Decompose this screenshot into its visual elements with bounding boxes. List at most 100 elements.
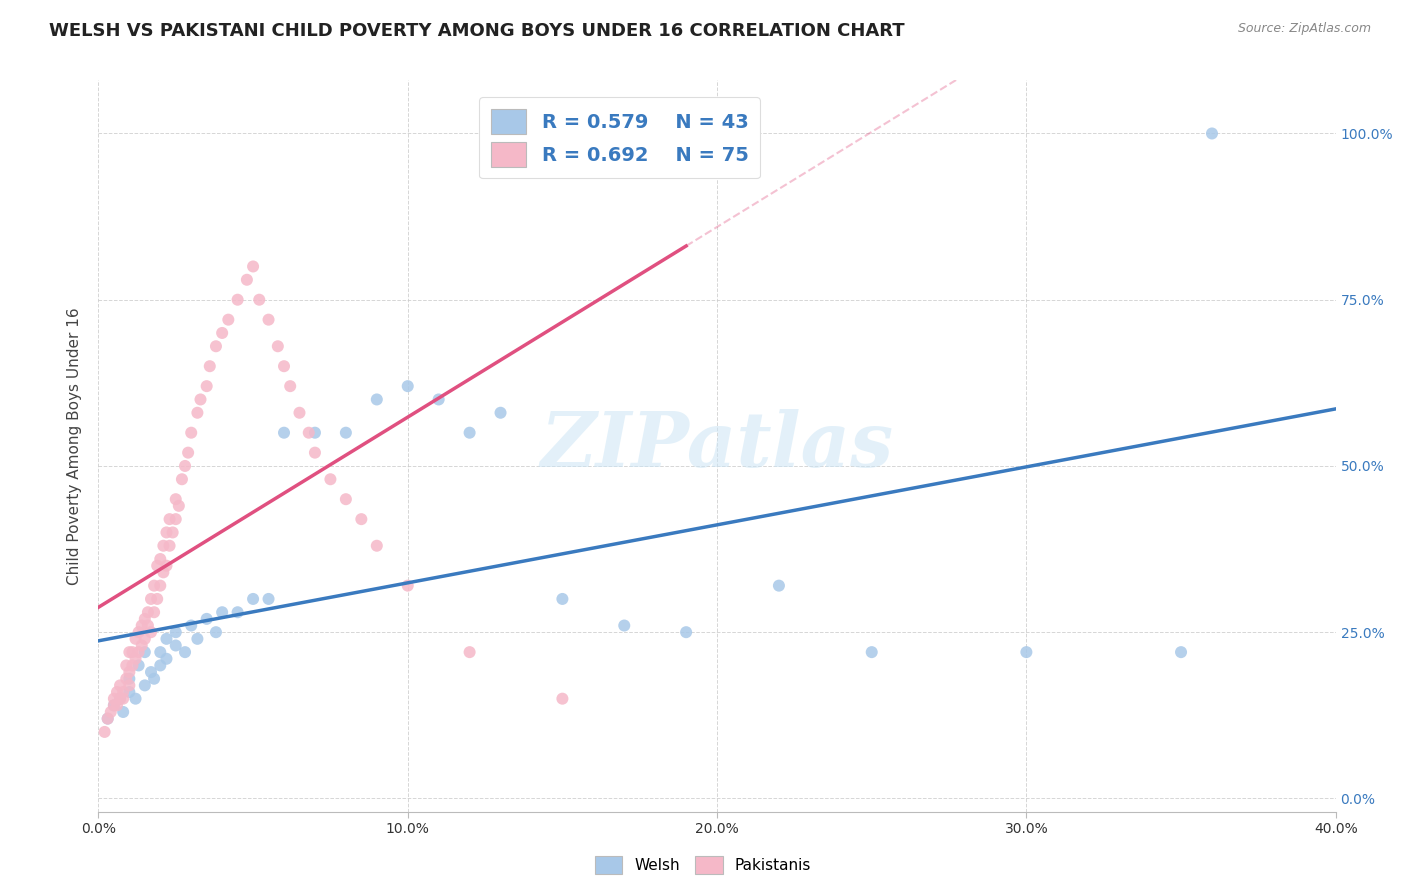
Point — [155, 558, 177, 573]
Point — [118, 678, 141, 692]
Point — [155, 525, 177, 540]
Point — [159, 512, 181, 526]
Point — [288, 406, 311, 420]
Point — [134, 632, 156, 646]
Point — [165, 492, 187, 507]
Point — [860, 645, 883, 659]
Point — [139, 591, 162, 606]
Point — [124, 691, 146, 706]
Point — [112, 685, 135, 699]
Text: WELSH VS PAKISTANI CHILD POVERTY AMONG BOYS UNDER 16 CORRELATION CHART: WELSH VS PAKISTANI CHILD POVERTY AMONG B… — [49, 22, 905, 40]
Point — [134, 678, 156, 692]
Point — [143, 605, 166, 619]
Text: ZIPatlas: ZIPatlas — [540, 409, 894, 483]
Point — [180, 618, 202, 632]
Text: Source: ZipAtlas.com: Source: ZipAtlas.com — [1237, 22, 1371, 36]
Point — [149, 645, 172, 659]
Point — [103, 698, 125, 713]
Point — [1201, 127, 1223, 141]
Point — [211, 326, 233, 340]
Legend: Welsh, Pakistanis: Welsh, Pakistanis — [589, 850, 817, 880]
Point — [121, 645, 143, 659]
Point — [149, 579, 172, 593]
Point — [186, 406, 208, 420]
Point — [97, 712, 120, 726]
Point — [105, 685, 128, 699]
Point — [177, 445, 200, 459]
Point — [278, 379, 301, 393]
Point — [335, 492, 357, 507]
Point — [118, 685, 141, 699]
Point — [159, 539, 181, 553]
Point — [115, 658, 138, 673]
Point — [217, 312, 239, 326]
Point — [165, 639, 187, 653]
Point — [155, 652, 177, 666]
Point — [211, 605, 233, 619]
Point — [136, 618, 159, 632]
Point — [108, 691, 131, 706]
Point — [100, 705, 122, 719]
Point — [105, 698, 128, 713]
Point — [112, 705, 135, 719]
Point — [675, 625, 697, 640]
Point — [93, 725, 115, 739]
Point — [396, 379, 419, 393]
Point — [128, 645, 150, 659]
Point — [174, 645, 197, 659]
Point — [167, 499, 190, 513]
Point — [124, 632, 146, 646]
Point — [97, 712, 120, 726]
Point — [134, 645, 156, 659]
Point — [118, 645, 141, 659]
Point — [273, 359, 295, 374]
Point — [768, 579, 790, 593]
Point — [1015, 645, 1038, 659]
Point — [155, 632, 177, 646]
Point — [190, 392, 212, 407]
Point — [489, 406, 512, 420]
Point — [273, 425, 295, 440]
Point — [128, 625, 150, 640]
Legend: R = 0.579    N = 43, R = 0.692    N = 75: R = 0.579 N = 43, R = 0.692 N = 75 — [479, 97, 761, 178]
Point — [146, 558, 169, 573]
Point — [226, 605, 249, 619]
Point — [103, 691, 125, 706]
Point — [458, 645, 481, 659]
Point — [257, 591, 280, 606]
Point — [396, 579, 419, 593]
Point — [108, 691, 131, 706]
Point — [247, 293, 270, 307]
Point — [613, 618, 636, 632]
Point — [319, 472, 342, 486]
Point — [257, 312, 280, 326]
Point — [298, 425, 321, 440]
Point — [165, 625, 187, 640]
Point — [115, 672, 138, 686]
Point — [195, 612, 218, 626]
Point — [551, 591, 574, 606]
Point — [139, 625, 162, 640]
Point — [1170, 645, 1192, 659]
Point — [186, 632, 208, 646]
Point — [128, 658, 150, 673]
Point — [112, 691, 135, 706]
Point — [304, 425, 326, 440]
Point — [195, 379, 218, 393]
Point — [165, 512, 187, 526]
Point — [131, 639, 153, 653]
Point — [143, 672, 166, 686]
Point — [103, 698, 125, 713]
Point — [366, 539, 388, 553]
Point — [242, 591, 264, 606]
Point — [121, 658, 143, 673]
Y-axis label: Child Poverty Among Boys Under 16: Child Poverty Among Boys Under 16 — [67, 307, 83, 585]
Point — [236, 273, 259, 287]
Point — [226, 293, 249, 307]
Point — [149, 552, 172, 566]
Point — [149, 658, 172, 673]
Point — [108, 678, 131, 692]
Point — [350, 512, 373, 526]
Point — [143, 579, 166, 593]
Point — [146, 591, 169, 606]
